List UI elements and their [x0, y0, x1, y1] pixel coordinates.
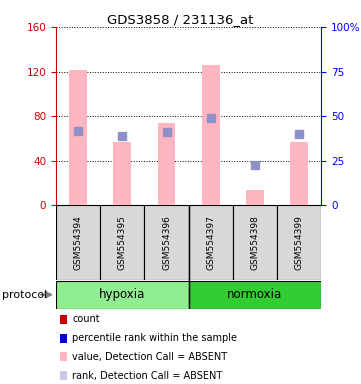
Bar: [188, 281, 321, 309]
Bar: [246, 190, 264, 205]
Bar: [60, 334, 67, 343]
Bar: [290, 142, 308, 205]
Bar: [233, 205, 277, 280]
Text: percentile rank within the sample: percentile rank within the sample: [72, 333, 237, 343]
Bar: [60, 371, 67, 380]
Bar: [158, 123, 175, 205]
Text: GSM554395: GSM554395: [118, 215, 127, 270]
Bar: [60, 353, 67, 361]
Text: rank, Detection Call = ABSENT: rank, Detection Call = ABSENT: [72, 371, 222, 381]
Point: [119, 133, 125, 139]
Bar: [202, 65, 219, 205]
Bar: [100, 205, 144, 280]
Text: GSM554397: GSM554397: [206, 215, 215, 270]
Text: GSM554396: GSM554396: [162, 215, 171, 270]
Text: GSM554394: GSM554394: [74, 215, 83, 270]
Bar: [56, 205, 100, 280]
Text: count: count: [72, 314, 100, 324]
Point: [252, 162, 258, 168]
Bar: [144, 205, 188, 280]
Bar: [69, 70, 87, 205]
Text: hypoxia: hypoxia: [99, 288, 145, 301]
Bar: [56, 281, 188, 309]
Text: GSM554399: GSM554399: [295, 215, 304, 270]
Bar: [113, 142, 131, 205]
Bar: [277, 205, 321, 280]
Bar: [60, 315, 67, 324]
Text: GSM554398: GSM554398: [251, 215, 260, 270]
Point: [164, 129, 169, 135]
Text: GDS3858 / 231136_at: GDS3858 / 231136_at: [107, 13, 254, 26]
Bar: [188, 205, 233, 280]
Text: normoxia: normoxia: [227, 288, 283, 301]
Point: [296, 131, 302, 137]
Text: protocol: protocol: [2, 290, 47, 300]
Text: value, Detection Call = ABSENT: value, Detection Call = ABSENT: [72, 352, 227, 362]
Point: [208, 115, 214, 121]
Point: [75, 127, 81, 134]
